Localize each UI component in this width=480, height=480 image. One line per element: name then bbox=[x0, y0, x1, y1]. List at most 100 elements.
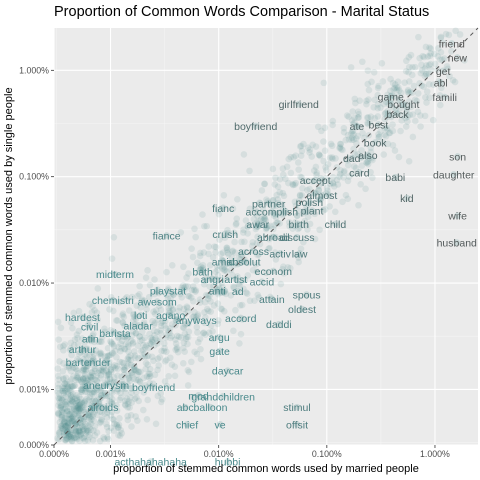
scatter-point bbox=[82, 379, 89, 387]
scatter-point bbox=[227, 266, 235, 273]
scatter-point bbox=[91, 306, 98, 314]
scatter-point bbox=[199, 330, 207, 337]
scatter-point bbox=[138, 328, 146, 336]
scatter-point bbox=[301, 217, 309, 225]
scatter-point bbox=[69, 383, 76, 391]
scatter-point bbox=[108, 339, 115, 346]
scatter-point bbox=[64, 424, 72, 432]
scatter-point bbox=[166, 309, 174, 316]
scatter-point bbox=[74, 340, 82, 348]
scatter-point bbox=[88, 390, 96, 397]
scatter-point bbox=[405, 53, 413, 61]
scatter-point bbox=[354, 108, 362, 116]
scatter-point bbox=[69, 324, 76, 332]
scatter-point bbox=[86, 386, 93, 393]
labeled-point bbox=[234, 287, 242, 295]
scatter-point bbox=[168, 361, 176, 368]
scatter-point bbox=[55, 409, 62, 417]
x-tick-label: 0.100% bbox=[312, 449, 342, 459]
scatter-point bbox=[236, 281, 243, 289]
scatter-point bbox=[67, 396, 75, 404]
scatter-point bbox=[316, 226, 323, 234]
scatter-point bbox=[140, 321, 148, 328]
scatter-point bbox=[355, 110, 363, 118]
scatter-point bbox=[387, 100, 395, 108]
scatter-point bbox=[146, 372, 154, 380]
scatter-point bbox=[249, 238, 257, 246]
scatter-point bbox=[150, 342, 158, 349]
scatter-point bbox=[159, 318, 167, 325]
scatter-point bbox=[388, 91, 396, 99]
scatter-point bbox=[142, 359, 150, 367]
scatter-point bbox=[383, 126, 391, 133]
scatter-point bbox=[151, 319, 159, 327]
scatter-point bbox=[158, 347, 165, 355]
scatter-point bbox=[105, 358, 113, 365]
scatter-point bbox=[227, 291, 235, 299]
scatter-point bbox=[76, 358, 84, 366]
scatter-point bbox=[322, 164, 329, 171]
scatter-point bbox=[451, 78, 459, 86]
scatter-point bbox=[90, 357, 97, 364]
scatter-point bbox=[177, 334, 185, 341]
scatter-point bbox=[60, 419, 68, 426]
scatter-point bbox=[181, 310, 189, 318]
scatter-point bbox=[68, 405, 76, 413]
scatter-point bbox=[172, 336, 179, 343]
scatter-point bbox=[244, 230, 251, 237]
scatter-point bbox=[384, 140, 392, 148]
scatter-point bbox=[54, 372, 62, 380]
x-tick-label: 1.000% bbox=[420, 449, 450, 459]
scatter-point bbox=[136, 282, 143, 290]
scatter-point bbox=[73, 402, 81, 410]
scatter-point bbox=[274, 183, 282, 190]
word-label-anyways: anyways bbox=[176, 315, 217, 327]
scatter-point bbox=[166, 354, 174, 362]
scatter-point bbox=[91, 365, 99, 373]
scatter-point bbox=[79, 427, 87, 434]
scatter-point bbox=[125, 341, 132, 348]
scatter-point bbox=[304, 213, 312, 221]
scatter-point bbox=[106, 306, 113, 313]
scatter-point bbox=[79, 425, 87, 433]
scatter-point bbox=[422, 43, 430, 51]
scatter-point bbox=[287, 169, 295, 177]
scatter-point bbox=[304, 226, 311, 233]
scatter-point bbox=[166, 329, 173, 337]
reference-line-y-equals-x bbox=[53, 27, 479, 446]
word-labels: friendnewgetablfamiligameboughtbackgirlf… bbox=[65, 38, 477, 468]
word-label-awesom: awesom bbox=[138, 297, 177, 309]
scatter-point bbox=[332, 155, 339, 162]
word-label-get: get bbox=[436, 66, 451, 78]
scatter-point bbox=[352, 164, 360, 172]
scatter-point bbox=[91, 376, 99, 384]
scatter-point bbox=[67, 433, 75, 441]
scatter-point bbox=[55, 394, 62, 402]
scatter-point bbox=[107, 327, 114, 334]
scatter-point bbox=[367, 148, 375, 156]
scatter-point bbox=[75, 357, 83, 364]
scatter-point bbox=[163, 356, 170, 364]
scatter-point bbox=[186, 293, 193, 300]
scatter-point bbox=[359, 58, 366, 66]
scatter-point bbox=[214, 272, 222, 279]
word-label-abroad: abroad bbox=[257, 232, 290, 244]
scatter-point bbox=[133, 376, 140, 384]
scatter-point bbox=[151, 276, 158, 283]
scatter-point bbox=[79, 375, 87, 383]
scatter-point bbox=[81, 437, 89, 445]
scatter-point bbox=[82, 427, 90, 435]
scatter-point bbox=[131, 321, 139, 328]
scatter-point bbox=[67, 383, 75, 391]
scatter-point bbox=[201, 277, 209, 285]
scatter-point bbox=[254, 223, 262, 230]
scatter-point bbox=[233, 215, 241, 222]
scatter-point bbox=[350, 145, 357, 153]
scatter-point bbox=[269, 233, 276, 240]
scatter-point bbox=[364, 120, 372, 128]
scatter-point bbox=[120, 366, 128, 374]
scatter-point bbox=[275, 209, 283, 216]
scatter-point bbox=[82, 367, 90, 374]
scatter-point bbox=[280, 171, 287, 179]
scatter-point bbox=[201, 223, 208, 230]
